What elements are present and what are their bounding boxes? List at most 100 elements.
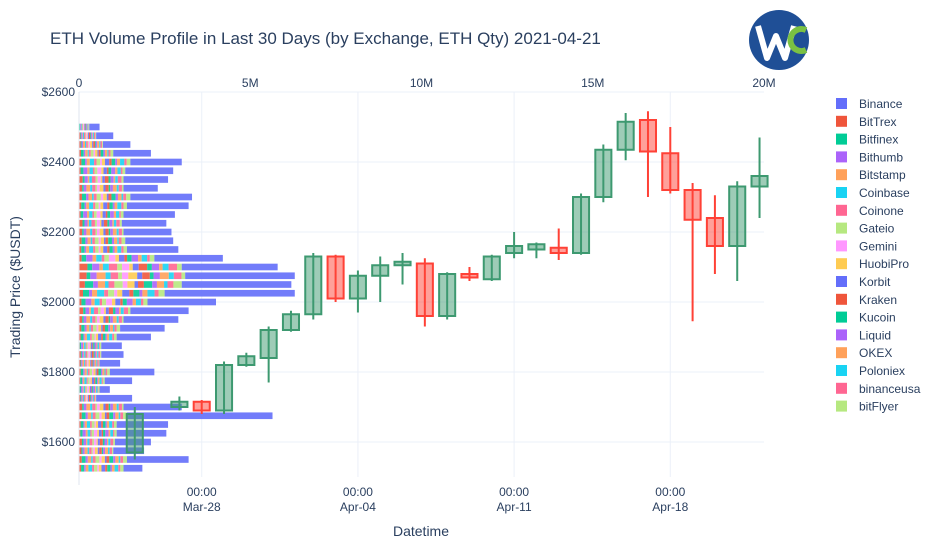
volume-bar-segment bbox=[117, 176, 122, 183]
volume-bar-segment bbox=[85, 141, 87, 148]
candle-body bbox=[705, 217, 724, 247]
volume-bar-segment bbox=[89, 176, 92, 183]
volume-bar-segment bbox=[134, 281, 139, 288]
volume-bar-segment bbox=[97, 281, 106, 288]
volume-bar-segment bbox=[99, 228, 104, 236]
volume-bar-segment bbox=[88, 123, 89, 131]
legend-label: bitFlyer bbox=[859, 400, 898, 414]
legend-label: Binance bbox=[859, 97, 903, 111]
volume-bar-binance bbox=[101, 342, 122, 350]
candle-body bbox=[237, 355, 256, 366]
volume-bar-segment bbox=[113, 429, 115, 437]
volume-bar-segment bbox=[89, 167, 93, 175]
volume-bar-segment bbox=[109, 246, 113, 253]
x-tick-time: 00:00 bbox=[499, 485, 529, 499]
volume-bar-segment bbox=[81, 254, 87, 262]
volume-bar-segment bbox=[87, 456, 92, 463]
volume-bar-segment bbox=[116, 403, 119, 411]
volume-bar-segment bbox=[92, 167, 95, 175]
volume-bar-segment bbox=[91, 219, 95, 227]
volume-bar-segment bbox=[92, 464, 95, 472]
volume-bar-segment bbox=[85, 412, 88, 420]
volume-bar-segment bbox=[90, 307, 94, 315]
volume-bar-segment bbox=[116, 316, 119, 323]
volume-bar-segment bbox=[95, 333, 99, 341]
volume-bar-segment bbox=[102, 438, 105, 446]
volume-bar-segment bbox=[85, 237, 88, 245]
volume-bar-segment bbox=[106, 193, 109, 201]
volume-bar-segment bbox=[105, 184, 109, 192]
candlesticks bbox=[125, 111, 769, 460]
volume-bar-segment bbox=[87, 394, 88, 402]
volume-bar-segment bbox=[106, 412, 110, 420]
volume-bar-segment bbox=[79, 298, 82, 306]
volume-bar-segment bbox=[83, 211, 88, 218]
volume-bar-segment bbox=[115, 298, 121, 306]
volume-bar-segment bbox=[84, 421, 87, 428]
volume-bar-segment bbox=[98, 149, 101, 157]
candle-body bbox=[259, 329, 278, 359]
candle-body bbox=[460, 273, 479, 279]
volume-bar-segment bbox=[91, 456, 93, 463]
volume-bar-segment bbox=[92, 342, 94, 350]
legend[interactable]: Binance BitTrex Bitfinex Bithumb Bitstamp Coi… bbox=[836, 97, 921, 414]
legend-swatch bbox=[836, 347, 847, 359]
volume-bar-segment bbox=[105, 211, 108, 218]
volume-bar-binance bbox=[185, 272, 295, 280]
volume-bar-segment bbox=[83, 351, 85, 358]
volume-bar-segment bbox=[102, 377, 105, 385]
volume-bar-segment bbox=[90, 429, 92, 437]
volume-bar-segment bbox=[81, 351, 84, 358]
volume-bar-segment bbox=[123, 193, 127, 201]
volume-bar-segment bbox=[109, 219, 113, 227]
volume-bar-segment bbox=[79, 193, 82, 201]
volume-bar-segment bbox=[102, 141, 103, 148]
volume-bar-segment bbox=[87, 377, 90, 385]
volume-bar-segment bbox=[83, 167, 88, 175]
volume-bar-segment bbox=[115, 193, 118, 201]
volume-bar-segment bbox=[86, 272, 91, 280]
volume-bar-segment bbox=[79, 272, 87, 280]
volume-bar-segment bbox=[91, 333, 95, 341]
volume-bar-segment bbox=[92, 184, 96, 192]
volume-bar-segment bbox=[97, 149, 99, 157]
volume-bar-segment bbox=[81, 447, 83, 455]
candle-body bbox=[170, 400, 189, 408]
candle-body bbox=[638, 119, 658, 153]
volume-bar-segment bbox=[95, 176, 98, 183]
volume-bar-segment bbox=[126, 158, 131, 166]
volume-bar-segment bbox=[123, 456, 127, 463]
volume-bar-segment bbox=[158, 289, 165, 297]
volume-bar-segment bbox=[92, 316, 96, 323]
volume-bar-segment bbox=[99, 342, 100, 350]
volume-bar-segment bbox=[114, 421, 117, 428]
legend-label: binanceusa bbox=[859, 382, 921, 396]
volume-bar-segment bbox=[111, 158, 116, 166]
volume-bar-segment bbox=[105, 368, 108, 376]
volume-bar-segment bbox=[92, 394, 93, 402]
volume-bar-segment bbox=[100, 149, 104, 157]
volume-bar-segment bbox=[87, 132, 89, 140]
logo bbox=[749, 10, 809, 70]
volume-bar-segment bbox=[109, 421, 113, 428]
volume-bar-segment bbox=[88, 394, 91, 402]
legend-label: Kraken bbox=[859, 293, 897, 307]
volume-bar-segment bbox=[105, 333, 107, 341]
legend-swatch bbox=[836, 222, 847, 234]
volume-bar-segment bbox=[90, 184, 93, 192]
volume-bar-segment bbox=[95, 141, 98, 148]
volume-bar-segment bbox=[95, 421, 99, 428]
legend-swatch bbox=[836, 365, 847, 376]
volume-bar-segment bbox=[89, 246, 94, 253]
volume-bar-segment bbox=[108, 307, 114, 315]
volume-bar-segment bbox=[94, 438, 97, 446]
volume-bar-segment bbox=[91, 429, 94, 437]
volume-bar-segment bbox=[101, 464, 106, 472]
volume-bar-segment bbox=[96, 219, 100, 227]
volume-bar-segment bbox=[87, 123, 88, 131]
volume-bar-segment bbox=[92, 412, 96, 420]
volume-bar-segment bbox=[93, 246, 96, 253]
candle-body bbox=[348, 274, 367, 300]
volume-bar-segment bbox=[107, 368, 110, 376]
volume-bar-segment bbox=[112, 184, 117, 192]
